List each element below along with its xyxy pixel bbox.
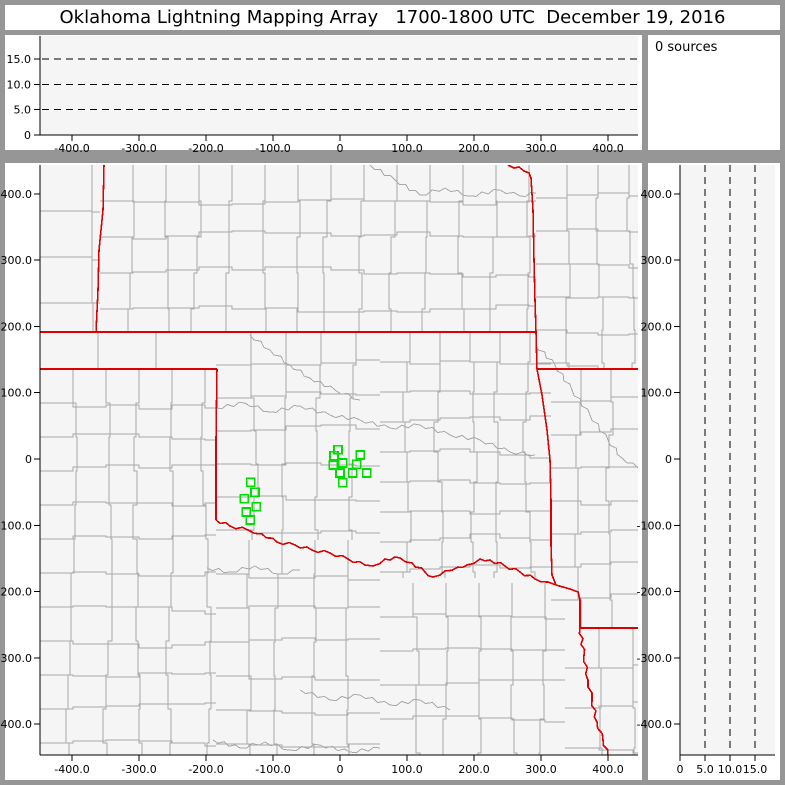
plan-view-map-panel[interactable] [5,163,642,780]
window-title: Oklahoma Lightning Mapping Array 1700-18… [5,5,780,30]
altitude-ns-panel[interactable] [648,163,780,780]
altitude-ew-panel[interactable] [5,35,642,150]
sources-count-label: 0 sources [655,40,718,55]
sources-panel: 0 sources [648,35,780,150]
